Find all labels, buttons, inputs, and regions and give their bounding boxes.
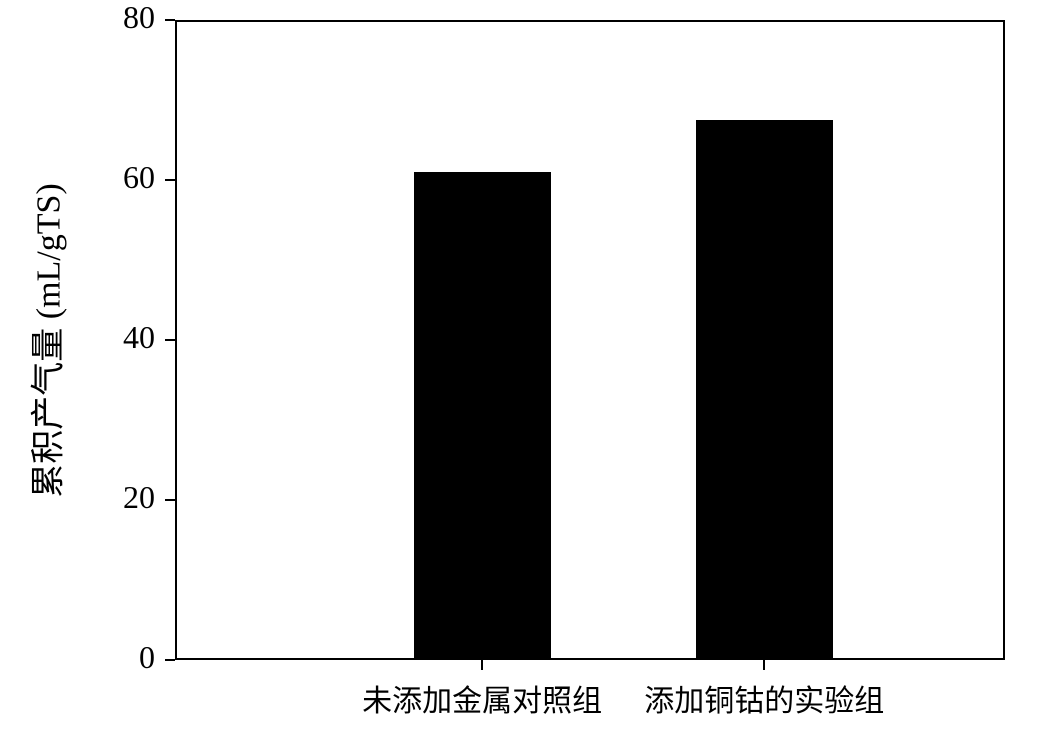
x-tick-label: 添加铜钴的实验组 xyxy=(564,676,964,720)
y-tick-mark xyxy=(165,339,175,341)
plot-area xyxy=(175,20,1005,660)
y-axis-title: 累积产气量 (mL/gTS) xyxy=(21,141,70,541)
y-tick-mark xyxy=(165,499,175,501)
bar-0 xyxy=(414,172,551,660)
bar-1 xyxy=(696,120,833,660)
y-tick-label: 80 xyxy=(0,0,155,36)
y-tick-mark xyxy=(165,19,175,21)
y-tick-label: 0 xyxy=(0,639,155,676)
x-tick-mark xyxy=(763,660,765,670)
x-tick-mark xyxy=(481,660,483,670)
y-tick-mark xyxy=(165,179,175,181)
y-tick-mark xyxy=(165,659,175,661)
